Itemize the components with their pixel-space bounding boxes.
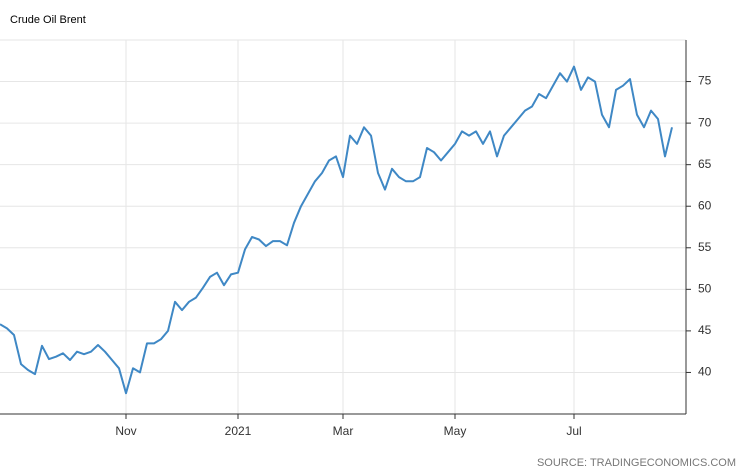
x-tick-label: 2021 — [225, 424, 252, 438]
y-tick-label: 75 — [698, 74, 712, 88]
x-tick-label: Nov — [115, 424, 136, 438]
x-tick-label: May — [444, 424, 467, 438]
price-line — [0, 65, 673, 395]
y-tick-label: 50 — [698, 282, 712, 296]
y-tick-label: 60 — [698, 198, 712, 212]
y-tick-label: 65 — [698, 157, 712, 171]
y-tick-label: 45 — [698, 323, 712, 337]
x-tick-label: Mar — [333, 424, 354, 438]
y-tick-label: 70 — [698, 115, 712, 129]
y-tick-label: 55 — [698, 240, 712, 254]
source: SOURCE: TRADINGECONOMICS.COM — [537, 457, 736, 468]
x-tick-label: Jul — [566, 424, 581, 438]
y-tick-label: 40 — [698, 365, 712, 379]
chart-title: Crude Oil Brent — [10, 14, 86, 26]
